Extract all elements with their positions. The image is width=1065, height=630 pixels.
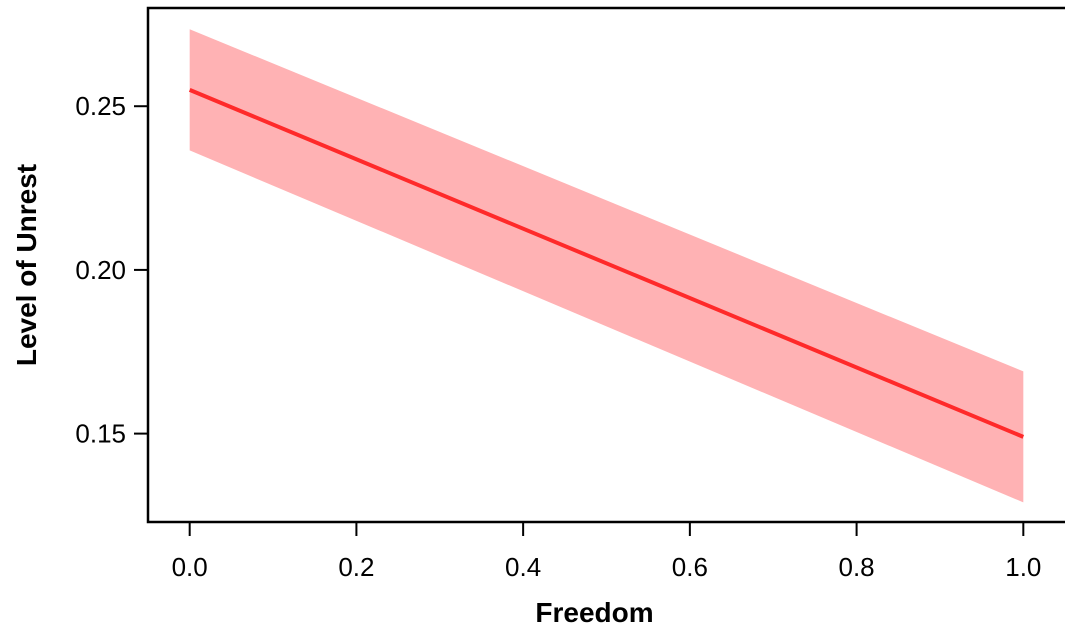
- x-tick-label: 0.4: [505, 552, 541, 582]
- y-axis-title: Level of Unrest: [11, 164, 42, 366]
- confidence-band-layer: [189, 29, 1024, 503]
- y-tick-label: 0.25: [75, 91, 126, 121]
- x-tick-label: 0.8: [839, 552, 875, 582]
- confidence-band: [189, 29, 1024, 503]
- x-axis-title: Freedom: [535, 597, 653, 628]
- x-tick-label: 0.2: [338, 552, 374, 582]
- fitted-line: [188, 88, 1025, 439]
- x-tick-label: 0.0: [172, 552, 208, 582]
- plot-frame: [146, 6, 1065, 524]
- y-tick-label: 0.15: [75, 419, 126, 449]
- y-tick-label: 0.20: [75, 255, 126, 285]
- x-tick-label: 0.6: [672, 552, 708, 582]
- x-axis: 0.0 0.2 0.4 0.6 0.8 1.0: [172, 522, 1041, 582]
- y-axis: 0.15 0.20 0.25: [75, 91, 148, 449]
- fitted-line-layer: [188, 88, 1025, 439]
- x-tick-label: 1.0: [1005, 552, 1041, 582]
